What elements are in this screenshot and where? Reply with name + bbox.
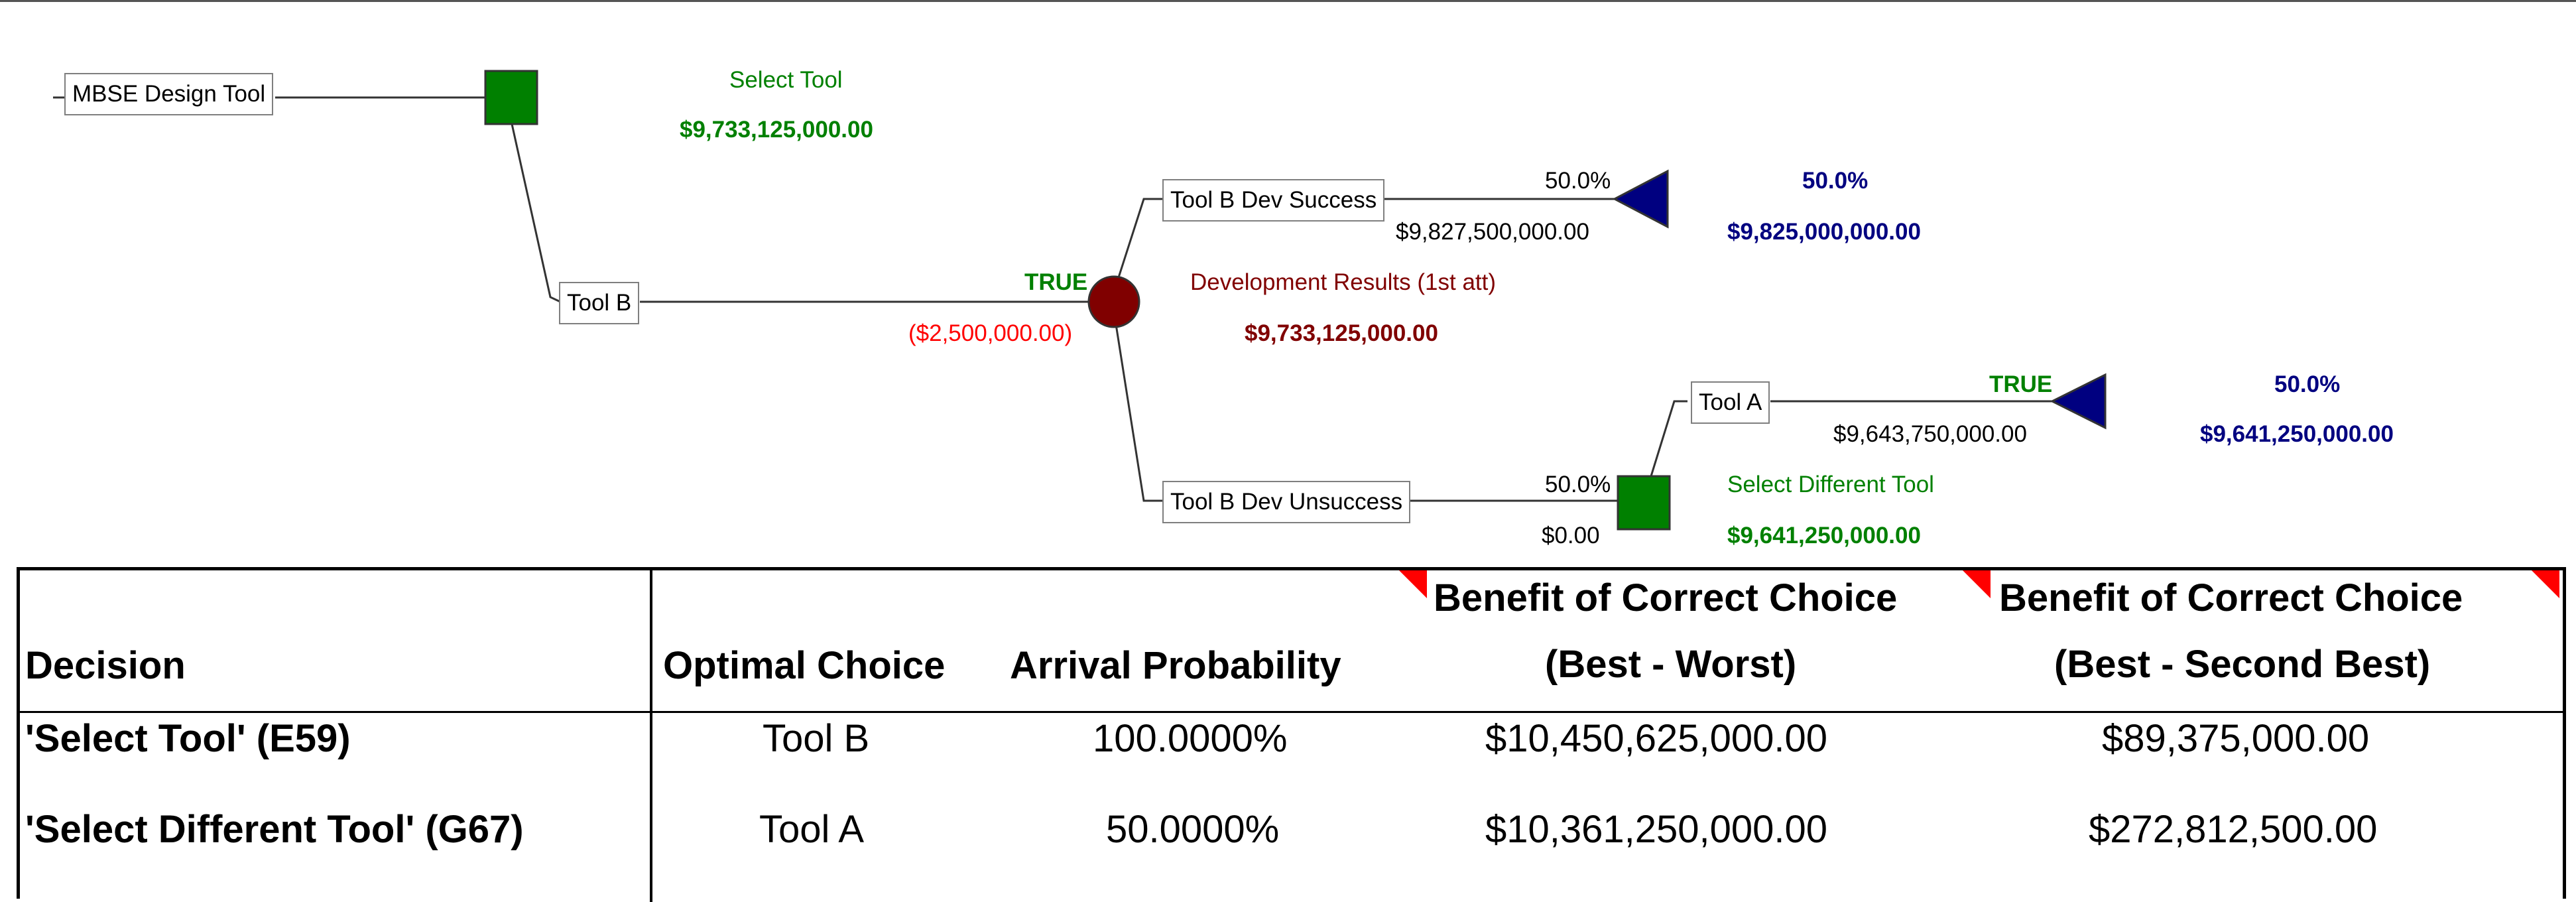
header-divider — [20, 711, 2563, 713]
connector-decision1-toolb — [511, 123, 561, 303]
end-node-tool-a[interactable] — [2050, 373, 2107, 430]
branch-unsuccess-prob: 50.0% — [1545, 472, 1611, 497]
header-benefit-best-worst: Benefit of Correct Choice — [1434, 576, 1898, 619]
decision2-value: $9,641,250,000.00 — [1727, 523, 1921, 548]
root-node-label: MBSE Design Tool — [72, 81, 266, 107]
branch-success-box[interactable]: Tool B Dev Success — [1162, 179, 1385, 222]
chance-name: Development Results (1st att) — [1190, 269, 1497, 295]
branch-success-prob: 50.0% — [1545, 168, 1611, 194]
branch-tool-a-box[interactable]: Tool A — [1691, 381, 1770, 424]
row-1-optimal: Tool B — [763, 717, 870, 760]
branch-unsuccess-payoff: $0.00 — [1542, 523, 1600, 548]
chance-value: $9,733,125,000.00 — [1245, 320, 1438, 346]
decision1-value: $9,733,125,000.00 — [680, 117, 873, 143]
decision1-name: Select Tool — [729, 67, 843, 93]
branch-tool-b-cost: ($2,500,000.00) — [908, 320, 1073, 346]
row-2-decision: 'Select Different Tool' (G67) — [25, 808, 524, 851]
end-success-value: $9,825,000,000.00 — [1727, 219, 1921, 245]
connector-chance-success — [1113, 198, 1164, 292]
branch-tool-a-payoff: $9,643,750,000.00 — [1833, 421, 2027, 447]
column-divider — [650, 570, 652, 902]
branch-tool-a-flag: TRUE — [1989, 371, 2053, 397]
branch-tool-b-flag: TRUE — [1024, 269, 1088, 295]
row-1-arrival: 100.0000% — [1093, 717, 1288, 760]
branch-tool-b-box[interactable]: Tool B — [559, 282, 640, 324]
decision-node-select-different-tool[interactable] — [1617, 475, 1671, 531]
policy-summary-table: Decision Optimal Choice Arrival Probabil… — [17, 567, 2566, 902]
root-node-box[interactable]: MBSE Design Tool — [64, 73, 274, 115]
connector-decision2-toola — [1650, 400, 1687, 477]
header-decision: Decision — [25, 644, 186, 687]
header-benefit-best-second: Benefit of Correct Choice — [1999, 576, 2463, 619]
row-2-arrival: 50.0000% — [1106, 808, 1280, 851]
comment-marker[interactable] — [1399, 570, 1427, 598]
comment-marker[interactable] — [1963, 570, 1991, 598]
branch-unsuccess-label: Tool B Dev Unsuccess — [1170, 489, 1403, 515]
row-2-benefit-best-second: $272,812,500.00 — [2089, 808, 2378, 851]
row-1-decision: 'Select Tool' (E59) — [25, 717, 351, 760]
branch-success-label: Tool B Dev Success — [1170, 187, 1377, 213]
header-benefit-best-second-sub: (Best - Second Best) — [2054, 643, 2431, 686]
chance-node-development-results[interactable] — [1087, 275, 1140, 328]
decision-tree-diagram — [53, 70, 2107, 531]
branch-unsuccess-box[interactable]: Tool B Dev Unsuccess — [1162, 481, 1411, 523]
end-tool-a-value: $9,641,250,000.00 — [2200, 421, 2394, 447]
decision-node-select-tool[interactable] — [484, 70, 538, 125]
row-2-benefit-best-worst: $10,361,250,000.00 — [1485, 808, 1828, 851]
comment-marker[interactable] — [2532, 570, 2559, 598]
decision2-name: Select Different Tool — [1727, 472, 1934, 497]
end-success-prob: 50.0% — [1802, 168, 1869, 194]
top-border — [0, 0, 2576, 2]
row-2-optimal: Tool A — [759, 808, 864, 851]
row-1-benefit-best-worst: $10,450,625,000.00 — [1485, 717, 1828, 760]
connector-chance-unsuccess — [1113, 311, 1164, 502]
branch-success-payoff: $9,827,500,000.00 — [1396, 219, 1589, 245]
end-node-success[interactable] — [1612, 169, 1669, 229]
branch-tool-a-label: Tool A — [1699, 389, 1762, 415]
header-benefit-best-worst-sub: (Best - Worst) — [1545, 643, 1797, 686]
header-optimal-choice: Optimal Choice — [663, 644, 946, 687]
end-tool-a-prob: 50.0% — [2274, 371, 2341, 397]
row-1-benefit-best-second: $89,375,000.00 — [2102, 717, 2370, 760]
header-arrival-probability: Arrival Probability — [1010, 644, 1341, 687]
branch-tool-b-label: Tool B — [567, 290, 632, 316]
